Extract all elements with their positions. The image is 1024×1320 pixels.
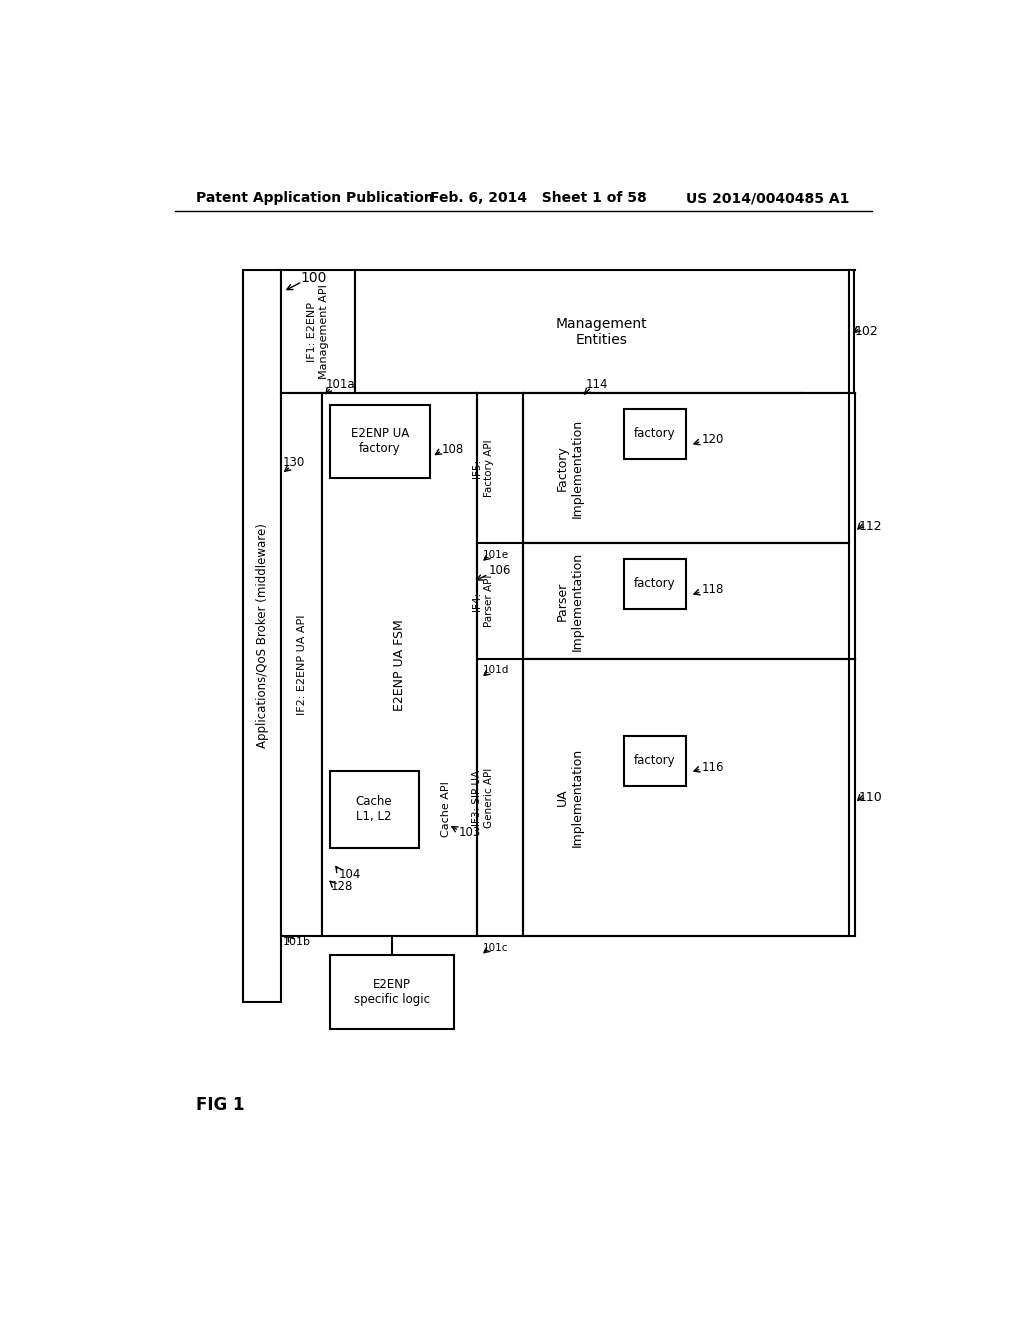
- Text: 128: 128: [331, 879, 353, 892]
- Bar: [624, 409, 686, 459]
- Text: 101a: 101a: [326, 378, 355, 391]
- Text: Patent Application Publication: Patent Application Publication: [197, 191, 434, 206]
- Text: 104: 104: [339, 869, 361, 880]
- Text: Management
Entities: Management Entities: [556, 317, 648, 347]
- Text: FIG 1: FIG 1: [197, 1097, 245, 1114]
- Text: 101b: 101b: [283, 937, 311, 948]
- Text: IF4:
Parser API: IF4: Parser API: [472, 576, 494, 627]
- Text: 130: 130: [283, 455, 305, 469]
- Text: factory: factory: [634, 428, 676, 440]
- Bar: [624, 737, 686, 785]
- Text: IF5:
Factory API: IF5: Factory API: [472, 440, 494, 498]
- Text: E2ENP UA FSM: E2ENP UA FSM: [393, 619, 406, 710]
- Bar: [330, 956, 454, 1028]
- Text: 112: 112: [859, 520, 883, 532]
- Text: 102: 102: [855, 325, 879, 338]
- Bar: [282, 271, 355, 393]
- Text: Parser
Implementation: Parser Implementation: [556, 552, 584, 651]
- Text: factory: factory: [634, 577, 676, 590]
- Text: Cache API: Cache API: [440, 781, 451, 837]
- Text: factory: factory: [634, 755, 676, 767]
- Text: E2ENP
specific logic: E2ENP specific logic: [353, 978, 429, 1006]
- Bar: [523, 393, 849, 544]
- Text: 118: 118: [701, 583, 724, 597]
- Text: 114: 114: [586, 378, 608, 391]
- Text: E2ENP UA
factory: E2ENP UA factory: [351, 428, 409, 455]
- Text: Cache
L1, L2: Cache L1, L2: [355, 795, 392, 824]
- Bar: [330, 405, 430, 478]
- Text: Feb. 6, 2014   Sheet 1 of 58: Feb. 6, 2014 Sheet 1 of 58: [430, 191, 647, 206]
- Text: 106: 106: [488, 564, 511, 577]
- Bar: [523, 659, 849, 936]
- Text: 108: 108: [442, 442, 464, 455]
- Text: 120: 120: [701, 433, 724, 446]
- Text: 101d: 101d: [483, 665, 509, 676]
- Bar: [523, 544, 849, 659]
- Bar: [330, 771, 419, 847]
- Bar: [322, 393, 477, 936]
- Text: UA
Implementation: UA Implementation: [556, 748, 584, 847]
- Text: 110: 110: [859, 791, 883, 804]
- Text: 100: 100: [300, 271, 327, 285]
- Text: 101e: 101e: [483, 550, 509, 560]
- Text: 103: 103: [459, 825, 481, 838]
- Bar: [282, 393, 322, 936]
- Text: US 2014/0040485 A1: US 2014/0040485 A1: [686, 191, 849, 206]
- Text: 101c: 101c: [483, 942, 509, 953]
- Text: IF1: E2ENP
Management API: IF1: E2ENP Management API: [307, 284, 329, 379]
- Bar: [355, 271, 849, 393]
- Bar: [243, 271, 282, 1002]
- Bar: [624, 558, 686, 609]
- Text: Applications/QoS Broker (middleware): Applications/QoS Broker (middleware): [256, 523, 268, 748]
- Text: Factory
Implementation: Factory Implementation: [556, 418, 584, 517]
- Text: IF2: E2ENP UA API: IF2: E2ENP UA API: [297, 614, 306, 715]
- Text: IF3: SIP UA
Generic API: IF3: SIP UA Generic API: [472, 767, 494, 828]
- Text: 116: 116: [701, 760, 724, 774]
